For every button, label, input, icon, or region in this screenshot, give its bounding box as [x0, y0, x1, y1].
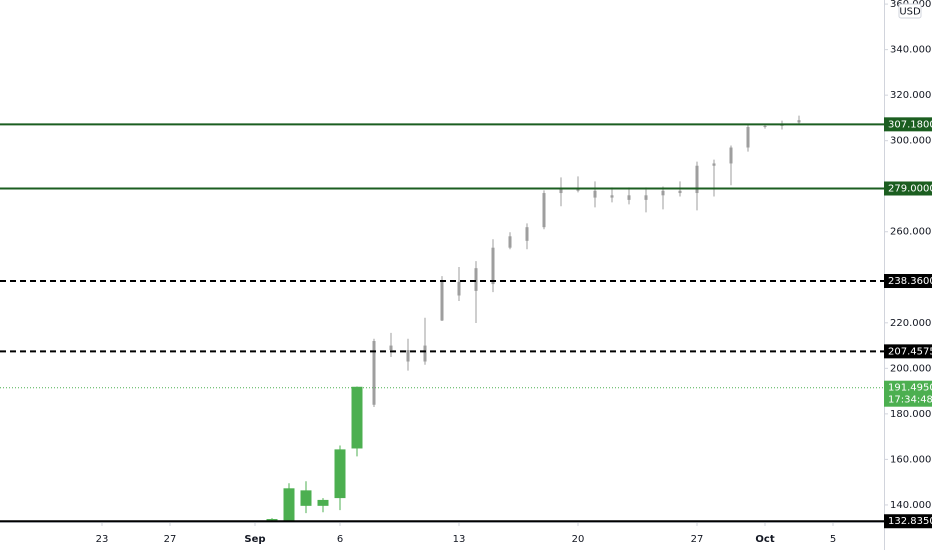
candle-body — [593, 190, 597, 198]
x-tick-label: 13 — [453, 534, 466, 545]
price-tag-label: 207.4575 — [888, 346, 932, 357]
x-tick-label: 6 — [337, 534, 343, 545]
candle-body — [678, 190, 682, 194]
candle-body — [695, 165, 699, 194]
candle-body — [712, 163, 716, 166]
price-tag-label: 132.8350 — [888, 516, 932, 527]
candle-body — [266, 519, 278, 521]
y-tick-label: 160.0000 — [890, 454, 932, 465]
candle-body — [746, 127, 750, 148]
candle-body — [661, 190, 665, 196]
candle-body — [508, 236, 512, 248]
y-tick-label: 200.0000 — [890, 363, 932, 374]
candle-body — [406, 350, 410, 362]
currency: USD — [899, 7, 921, 18]
y-tick-label: 320.0000 — [890, 90, 932, 101]
candle-body — [457, 281, 461, 296]
candle-body — [644, 195, 648, 200]
x-tick-label: 27 — [164, 534, 177, 545]
countdown: 17:34:48 — [888, 395, 932, 406]
price-tag-label: 191.4950 — [888, 383, 932, 394]
y-tick-label: 220.0000 — [890, 318, 932, 329]
candle-body — [389, 345, 393, 351]
candle-body — [559, 188, 563, 194]
x-tick-label: 23 — [96, 534, 109, 545]
candle-body — [542, 193, 546, 228]
x-tick-label: Oct — [755, 534, 774, 545]
price-tag — [884, 117, 932, 132]
candle-body — [423, 345, 427, 362]
candle-body — [372, 341, 376, 405]
candle-body — [317, 499, 329, 506]
candle-body — [440, 281, 444, 321]
candle-body — [300, 490, 312, 506]
price-tag — [884, 344, 932, 359]
candle-body — [491, 247, 495, 285]
y-tick-label: 140.0000 — [890, 500, 932, 511]
y-tick-label: 180.0000 — [890, 409, 932, 420]
candle-body — [729, 147, 733, 164]
candle-body — [474, 268, 478, 291]
x-tick-label: 27 — [691, 534, 704, 545]
price-tag — [884, 181, 932, 196]
candle-body — [576, 188, 580, 191]
y-tick-label: 300.0000 — [890, 136, 932, 147]
y-tick-label: 260.0000 — [890, 227, 932, 238]
candle-body — [334, 449, 346, 499]
candle-body — [763, 125, 767, 128]
price-tag — [884, 514, 932, 529]
price-tag-label: 307.1800 — [888, 119, 932, 130]
price-tag — [884, 274, 932, 289]
candle-body — [610, 195, 614, 198]
currency-box — [898, 3, 922, 19]
x-tick-label: Sep — [244, 534, 265, 545]
candle-body — [797, 120, 801, 123]
price-tag — [884, 380, 932, 407]
y-tick-label: 340.0000 — [890, 45, 932, 56]
x-tick-label: 5 — [830, 534, 836, 545]
x-tick-label: 20 — [572, 534, 585, 545]
candle-body — [283, 488, 295, 521]
candle-body — [351, 386, 363, 449]
price-tag-label: 238.3600 — [888, 276, 932, 287]
candle-body — [525, 227, 529, 241]
candle-body — [627, 195, 631, 200]
price-tag-label: 279.0000 — [888, 183, 932, 194]
